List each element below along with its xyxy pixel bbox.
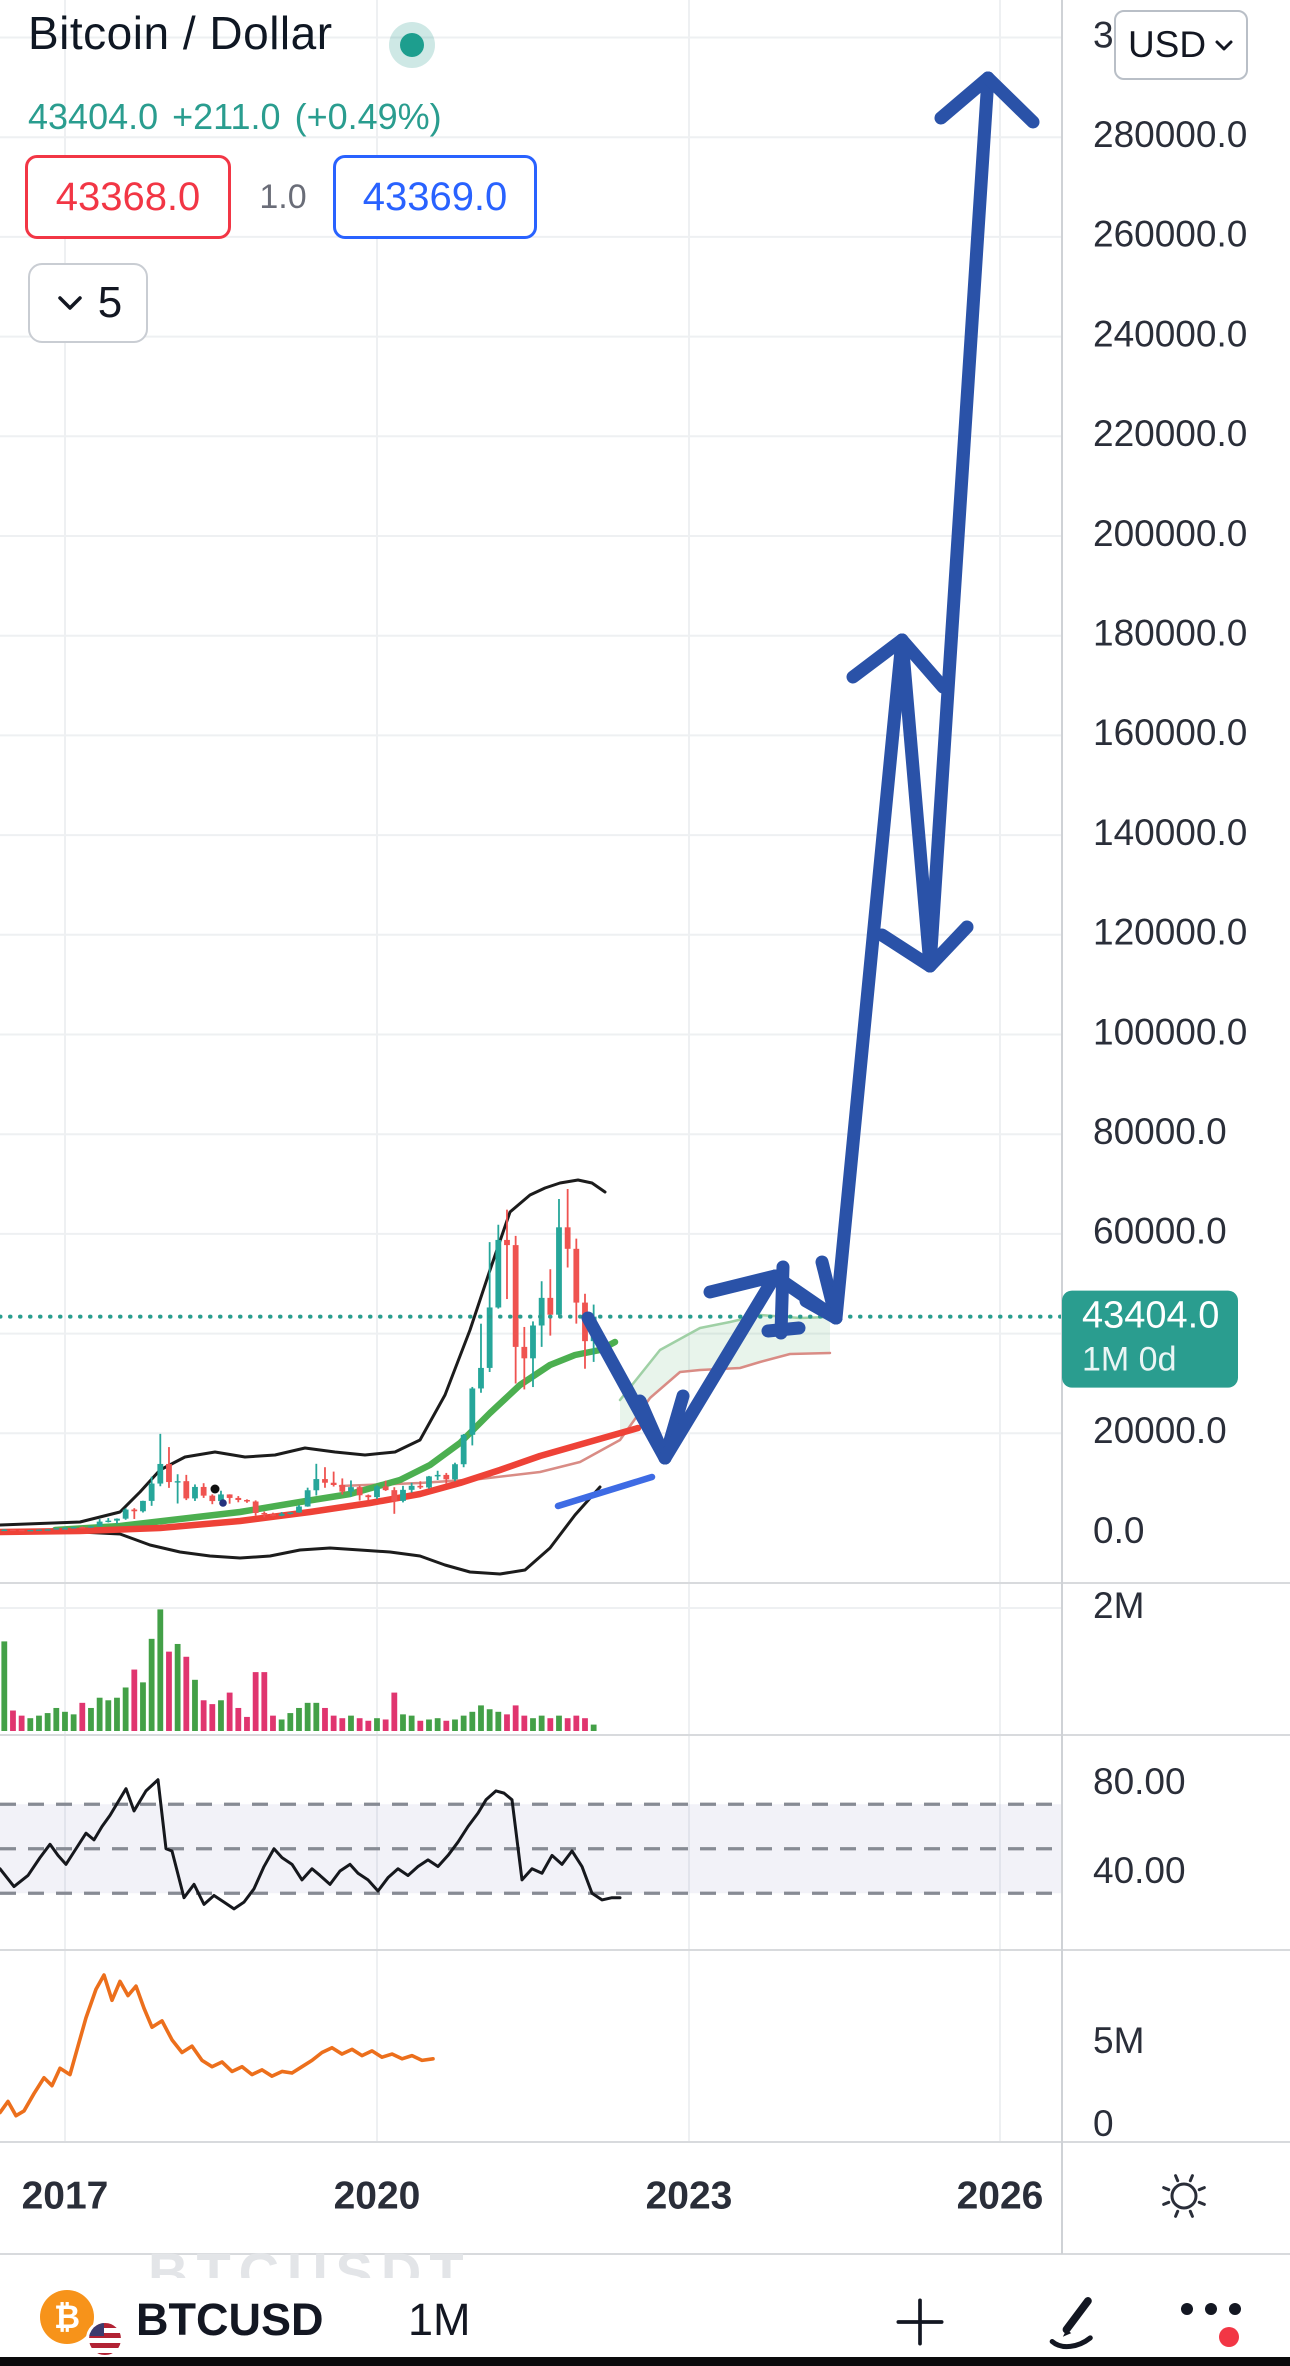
svg-text:120000.0: 120000.0: [1093, 912, 1247, 953]
ask-price: 43369.0: [362, 174, 508, 219]
symbol-button[interactable]: BTCUSD: [136, 2294, 324, 2345]
sell-bid-button[interactable]: 43368.0: [25, 155, 231, 239]
svg-text:220000.0: 220000.0: [1093, 413, 1247, 454]
svg-text:160000.0: 160000.0: [1093, 712, 1247, 753]
svg-text:280000.0: 280000.0: [1093, 114, 1247, 155]
svg-text:0: 0: [1093, 2103, 1114, 2144]
last-price: 43404.0: [28, 96, 159, 137]
svg-text:2026: 2026: [957, 2174, 1044, 2217]
usd-flag-icon: [86, 2320, 124, 2358]
units-dropdown[interactable]: 5: [28, 263, 148, 343]
svg-text:2M: 2M: [1093, 1585, 1144, 1626]
svg-text:80.00: 80.00: [1093, 1761, 1186, 1802]
svg-text:43404.0: 43404.0: [1082, 1295, 1219, 1337]
svg-text:20000.0: 20000.0: [1093, 1410, 1227, 1451]
drawing-tools-button[interactable]: [1044, 2288, 1108, 2352]
svg-text:260000.0: 260000.0: [1093, 214, 1247, 255]
spread-value: 1.0: [259, 177, 307, 216]
market-status-icon: [389, 22, 435, 68]
page-title: Bitcoin / Dollar: [28, 7, 333, 59]
svg-text:5M: 5M: [1093, 2020, 1144, 2061]
svg-text:40.00: 40.00: [1093, 1850, 1186, 1891]
bitcoin-icon: ₿: [40, 2290, 94, 2344]
currency-dropdown[interactable]: USD: [1114, 10, 1248, 80]
buy-ask-button[interactable]: 43369.0: [333, 155, 537, 239]
svg-text:200000.0: 200000.0: [1093, 513, 1247, 554]
price-change-pct: (+0.49%): [294, 96, 442, 137]
add-button[interactable]: [892, 2294, 948, 2350]
more-dots-icon: [1181, 2303, 1241, 2347]
svg-text:2023: 2023: [646, 2174, 733, 2217]
more-menu-button[interactable]: [1170, 2292, 1256, 2356]
home-indicator: [0, 2357, 1290, 2366]
svg-text:1M 0d: 1M 0d: [1082, 1341, 1177, 1379]
svg-text:80000.0: 80000.0: [1093, 1111, 1227, 1152]
price-change: +211.0: [172, 96, 281, 137]
svg-text:2017: 2017: [22, 2174, 109, 2217]
svg-text:180000.0: 180000.0: [1093, 612, 1247, 653]
svg-text:0.0: 0.0: [1093, 1510, 1144, 1551]
chevron-down-icon: [58, 296, 82, 310]
bid-price: 43368.0: [55, 174, 201, 219]
svg-text:140000.0: 140000.0: [1093, 812, 1247, 853]
svg-text:100000.0: 100000.0: [1093, 1011, 1247, 1052]
chevron-down-icon: [1215, 40, 1233, 51]
units-value: 5: [97, 278, 123, 327]
svg-text:2020: 2020: [334, 2174, 421, 2217]
svg-text:60000.0: 60000.0: [1093, 1211, 1227, 1252]
currency-value: USD: [1127, 24, 1207, 65]
draw-pen-icon: [1049, 2297, 1093, 2350]
notification-dot: [1219, 2327, 1239, 2347]
gear-icon: [1162, 2174, 1206, 2218]
svg-text:240000.0: 240000.0: [1093, 313, 1247, 354]
plus-icon: [896, 2298, 944, 2346]
interval-button[interactable]: 1M: [408, 2294, 471, 2345]
quote-row: 43404.0 +211.0 (+0.49%): [28, 96, 442, 138]
